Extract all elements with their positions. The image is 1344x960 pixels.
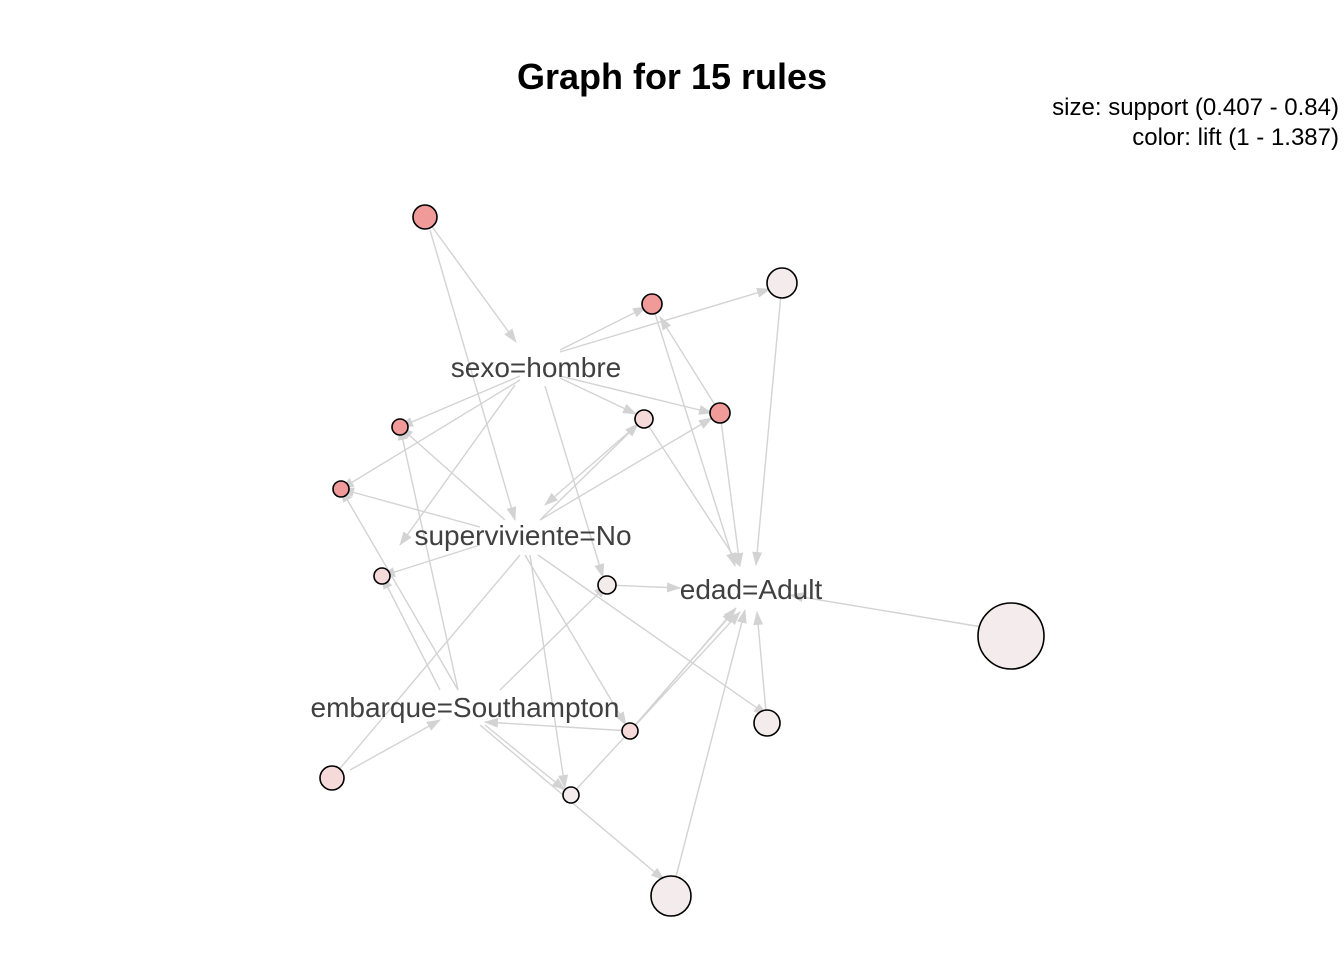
edge-29 [752,282,783,566]
edge-1 [424,216,517,343]
item-label-embarque: embarque=Southampton [311,692,620,723]
edge-38 [484,717,631,732]
chart-title: Graph for 15 rules [516,56,828,97]
edges [331,216,1001,897]
edge-10 [399,384,516,546]
edge-4 [559,287,771,353]
edge-28 [719,412,744,567]
rule-nodes [319,204,1045,917]
edge-24 [397,426,459,691]
rule-node-13 [319,765,345,791]
edge-13 [381,544,481,577]
edge-31 [789,592,1001,631]
edge-27 [643,418,741,567]
rule-node-9 [597,575,617,595]
item-label-superviviente: superviviente=No [414,520,631,551]
edge-18 [524,554,627,726]
rule-node-11 [753,709,781,737]
edge-39 [659,316,721,414]
rule-node-12 [621,722,639,740]
legend: size: support (0.407 - 0.84) color: lift… [1052,93,1339,153]
edge-35 [670,609,747,897]
edge-8 [559,377,637,415]
edge-14 [539,417,713,521]
legend-size-text: size: support (0.407 - 0.84) [1052,94,1339,121]
rule-node-5 [634,409,654,429]
rule-node-15 [650,875,692,917]
edge-21 [484,724,566,791]
edge-16 [537,554,768,716]
edge-11 [399,426,506,521]
edge-33 [639,607,737,721]
edge-5 [399,375,521,428]
edge-25 [340,488,459,691]
edge-20 [499,584,608,691]
edge-23 [349,719,441,771]
rule-node-8 [373,567,391,585]
edge-2 [429,229,517,521]
edge-3 [559,306,647,351]
edge-19 [381,575,441,691]
edge-36 [753,611,768,724]
rule-node-1 [412,204,438,230]
legend-color-text: color: lift (1 - 1.387) [1132,124,1339,151]
rule-node-2 [766,267,798,299]
edge-15 [539,423,639,521]
edge-37 [606,582,681,593]
edge-6 [340,379,521,490]
rule-node-4 [709,402,731,424]
edge-34 [570,611,741,796]
edge-40 [544,418,645,506]
rule-node-14 [562,786,580,804]
edge-30 [651,303,736,567]
edge-26 [331,554,521,779]
rule-node-10 [977,602,1045,670]
item-labels: sexo=hombre superviviente=No edad=Adult emb… [311,352,823,723]
edge-17 [529,554,569,789]
rule-node-7 [332,480,350,498]
item-label-sexo: sexo=hombre [451,352,621,383]
edge-9 [559,375,713,415]
edge-12 [340,487,481,528]
rule-node-6 [391,418,409,436]
rule-node-3 [641,293,663,315]
item-label-edad: edad=Adult [680,574,823,605]
edge-7 [544,385,605,578]
